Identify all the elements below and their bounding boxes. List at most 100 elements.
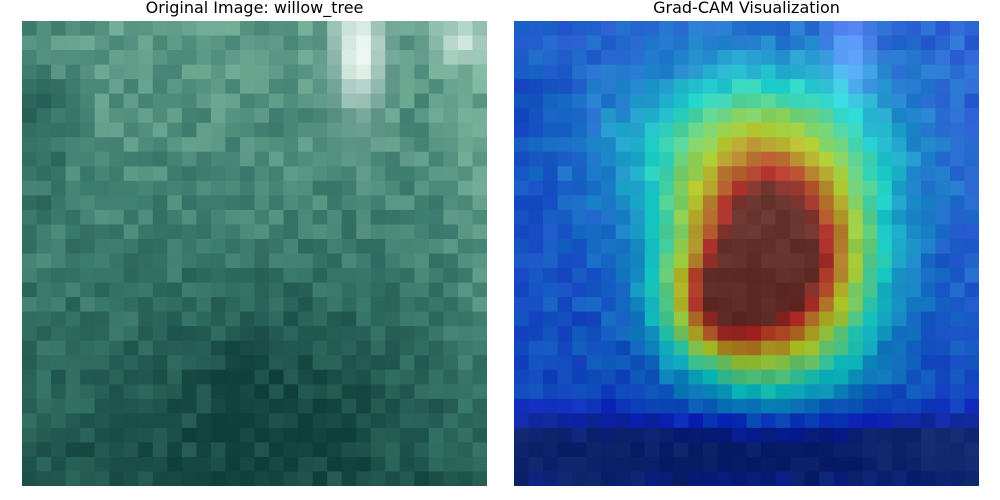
heatmap-pixel	[673, 311, 689, 327]
heatmap-pixel	[761, 413, 777, 429]
photo-pixel	[457, 50, 474, 66]
photo-pixel	[196, 355, 212, 371]
photo-pixel	[385, 137, 401, 153]
heatmap-pixel	[833, 456, 849, 473]
heatmap-pixel	[790, 311, 806, 327]
photo-pixel	[152, 35, 168, 51]
heatmap-pixel	[964, 253, 979, 269]
heatmap-pixel	[775, 427, 791, 444]
heatmap-pixel	[543, 151, 559, 167]
heatmap-pixel	[920, 369, 937, 385]
heatmap-pixel	[543, 122, 559, 138]
photo-pixel	[138, 122, 154, 138]
photo-pixel	[22, 108, 38, 124]
heatmap-pixel	[717, 384, 733, 400]
heatmap-pixel	[630, 108, 646, 124]
heatmap-pixel	[761, 93, 777, 109]
heatmap-pixel	[819, 166, 835, 182]
photo-pixel	[65, 79, 81, 95]
photo-pixel	[196, 297, 212, 313]
heatmap-pixel	[964, 369, 979, 385]
heatmap-pixel	[543, 137, 559, 153]
photo-pixel	[152, 340, 168, 356]
photo-pixel	[457, 253, 474, 269]
heatmap-pixel	[528, 35, 544, 51]
heatmap-pixel	[804, 355, 820, 371]
photo-pixel	[181, 238, 197, 255]
heatmap-pixel	[601, 471, 617, 486]
heatmap-pixel	[906, 50, 922, 66]
photo-pixel	[269, 79, 285, 95]
photo-pixel	[138, 166, 154, 182]
photo-pixel	[239, 456, 256, 473]
photo-pixel	[225, 151, 241, 167]
heatmap-pixel	[572, 369, 588, 385]
heatmap-pixel	[702, 355, 719, 371]
photo-pixel	[341, 326, 357, 342]
heatmap-pixel	[891, 35, 907, 51]
heatmap-pixel	[586, 195, 602, 211]
photo-pixel	[269, 35, 285, 51]
photo-pixel	[167, 238, 183, 255]
photo-pixel	[80, 326, 96, 342]
photo-pixel	[152, 282, 168, 298]
photo-pixel	[51, 384, 67, 400]
photo-pixel	[414, 151, 430, 167]
photo-pixel	[36, 108, 52, 124]
photo-pixel	[65, 355, 81, 371]
heatmap-pixel	[790, 180, 806, 196]
photo-pixel	[94, 253, 110, 269]
photo-pixel	[298, 253, 314, 269]
heatmap-pixel	[630, 238, 646, 255]
photo-pixel	[80, 180, 96, 196]
heatmap-pixel	[964, 398, 979, 414]
heatmap-pixel	[746, 50, 762, 66]
heatmap-pixel	[862, 253, 878, 269]
photo-pixel	[138, 50, 154, 66]
photo-pixel	[181, 442, 197, 458]
photo-pixel	[167, 50, 183, 66]
heatmap-pixel	[528, 64, 544, 80]
heatmap-pixel	[572, 180, 588, 196]
heatmap-pixel	[601, 442, 617, 458]
photo-pixel	[225, 224, 241, 240]
photo-pixel	[283, 398, 299, 414]
heatmap-pixel	[891, 224, 907, 240]
photo-pixel	[123, 35, 139, 51]
heatmap-pixel	[717, 50, 733, 66]
heatmap-pixel	[601, 224, 617, 240]
heatmap-pixel	[848, 311, 864, 327]
heatmap-pixel	[775, 224, 791, 240]
heatmap-pixel	[949, 209, 966, 226]
heatmap-pixel	[746, 355, 762, 371]
photo-pixel	[123, 413, 139, 429]
heatmap-pixel	[862, 282, 878, 298]
heatmap-pixel	[819, 21, 835, 37]
photo-pixel	[283, 93, 299, 109]
heatmap-pixel	[877, 268, 893, 284]
heatmap-pixel	[761, 471, 777, 486]
photo-pixel	[428, 180, 445, 196]
photo-pixel	[167, 427, 183, 444]
heatmap-pixel	[630, 297, 646, 313]
heatmap-pixel	[877, 137, 893, 153]
heatmap-pixel	[659, 64, 675, 80]
heatmap-pixel	[877, 64, 893, 80]
photo-pixel	[36, 340, 52, 356]
heatmap-pixel	[964, 122, 979, 138]
heatmap-pixel	[673, 398, 689, 414]
photo-pixel	[312, 253, 328, 269]
heatmap-pixel	[848, 122, 864, 138]
heatmap-pixel	[920, 340, 937, 356]
heatmap-pixel	[673, 108, 689, 124]
photo-pixel	[225, 93, 241, 109]
photo-pixel	[196, 253, 212, 269]
photo-pixel	[341, 151, 357, 167]
heatmap-pixel	[949, 79, 966, 95]
photo-pixel	[414, 326, 430, 342]
photo-pixel	[399, 456, 415, 473]
photo-pixel	[283, 195, 299, 211]
heatmap-pixel	[731, 427, 748, 444]
heatmap-pixel	[702, 224, 719, 240]
photo-pixel	[210, 282, 227, 298]
